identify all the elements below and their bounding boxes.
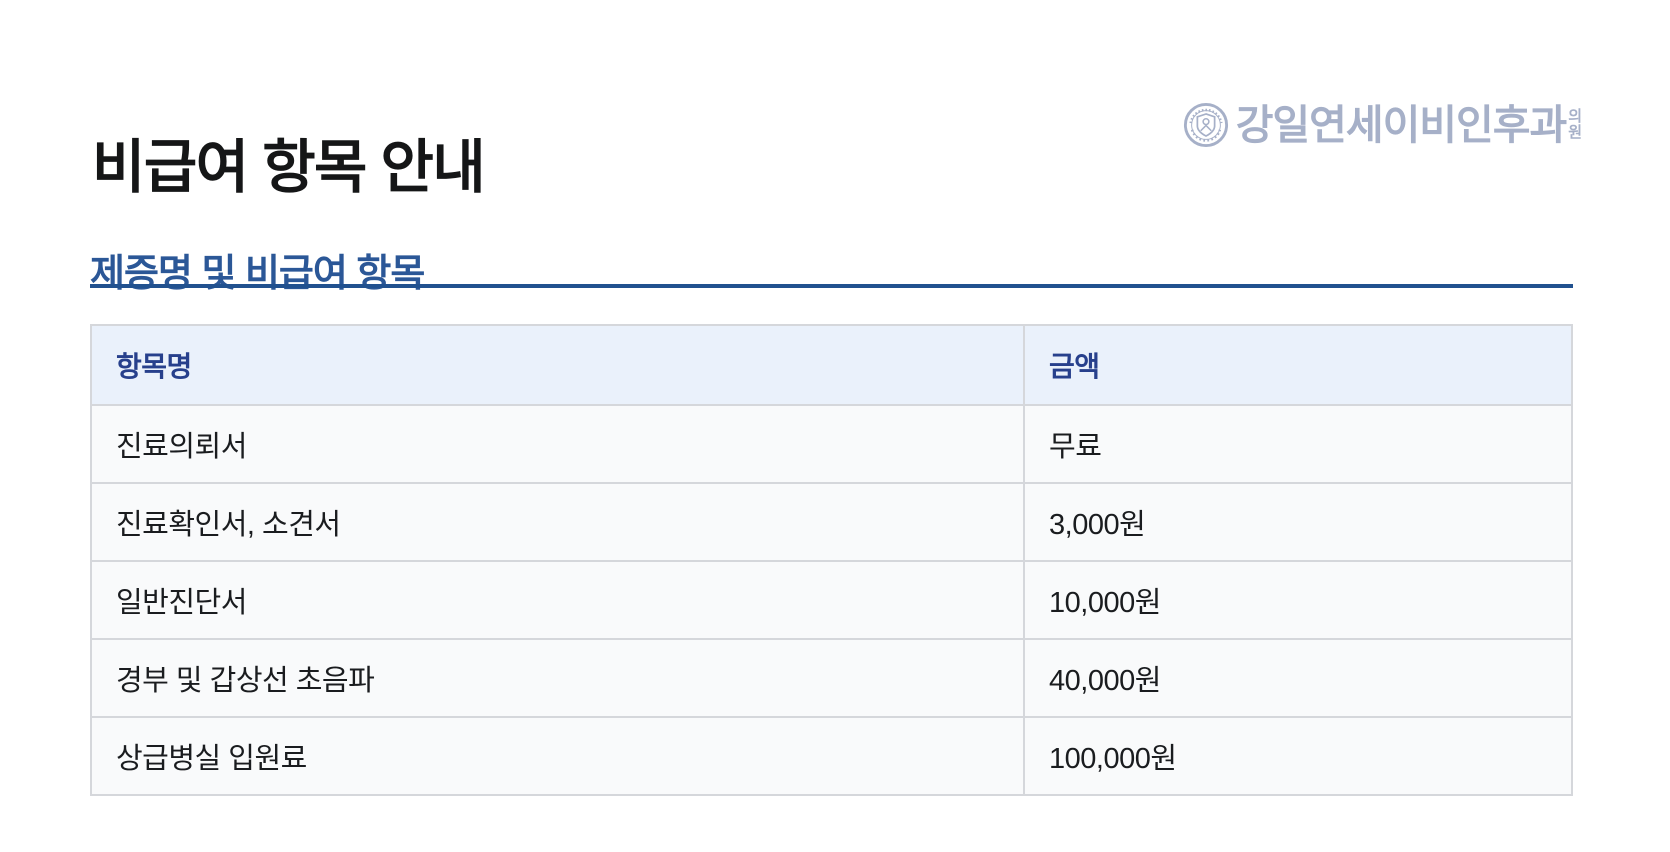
section-heading: 제증명 및 비급여 항목 bbox=[90, 252, 425, 295]
clinic-suffix: 의 원 bbox=[1568, 107, 1582, 142]
table-row: 진료의뢰서 무료 bbox=[89, 404, 1573, 484]
item-price-cell: 10,000원 bbox=[1023, 560, 1573, 640]
item-name-cell: 상급병실 입원료 bbox=[89, 716, 1026, 796]
item-name-cell: 일반진단서 bbox=[89, 560, 1026, 640]
section-divider bbox=[90, 284, 1573, 288]
table-row: 진료확인서, 소견서 3,000원 bbox=[89, 482, 1573, 562]
clinic-suffix-bottom: 원 bbox=[1568, 124, 1582, 141]
item-price-cell: 100,000원 bbox=[1023, 716, 1573, 796]
clinic-name: 강일연세이비인후과 bbox=[1235, 101, 1567, 148]
price-table: 항목명 금액 진료의뢰서 무료 진료확인서, 소견서 3,000원 일반진단서 … bbox=[89, 324, 1573, 796]
column-header-price: 금액 bbox=[1023, 324, 1573, 406]
column-header-item: 항목명 bbox=[89, 324, 1026, 406]
page-title: 비급여 항목 안내 bbox=[92, 134, 486, 200]
item-name-cell: 진료의뢰서 bbox=[89, 404, 1026, 484]
table-header-row: 항목명 금액 bbox=[89, 324, 1573, 406]
item-price-cell: 40,000원 bbox=[1023, 638, 1573, 718]
item-price-cell: 무료 bbox=[1023, 404, 1573, 484]
table-row: 경부 및 갑상선 초음파 40,000원 bbox=[89, 638, 1573, 718]
content-area: 비급여 항목 안내 강일연세이비인후과 의 원 제증명 및 비급여 항목 bbox=[89, 0, 1582, 852]
clinic-logo: 강일연세이비인후과 의 원 bbox=[1183, 98, 1582, 152]
clinic-suffix-top: 의 bbox=[1568, 107, 1582, 125]
item-name-cell: 진료확인서, 소견서 bbox=[89, 482, 1026, 562]
item-price-cell: 3,000원 bbox=[1023, 482, 1573, 562]
yonsei-university-seal-icon bbox=[1183, 102, 1228, 148]
item-name-cell: 경부 및 갑상선 초음파 bbox=[89, 638, 1026, 718]
table-row: 일반진단서 10,000원 bbox=[89, 560, 1573, 640]
table-row: 상급병실 입원료 100,000원 bbox=[89, 716, 1573, 796]
